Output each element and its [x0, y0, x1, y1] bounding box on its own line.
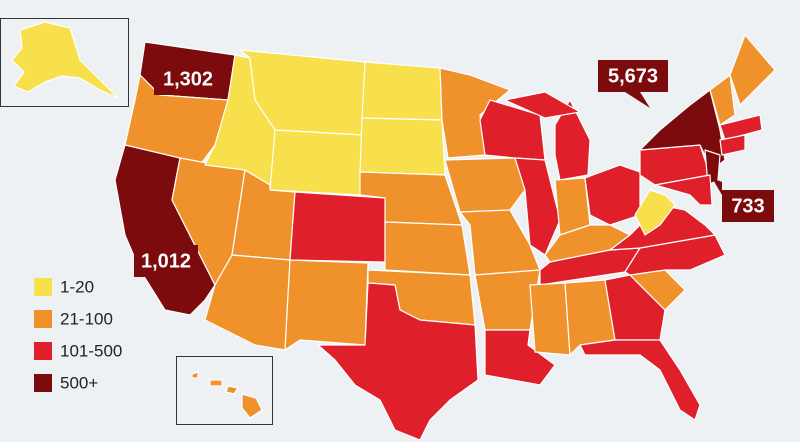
state	[654, 174, 713, 206]
legend-label: 500+	[60, 373, 98, 392]
state	[554, 99, 591, 181]
legend-label: 101-500	[60, 341, 122, 360]
callout-label: 1,302	[163, 68, 213, 90]
callout-box	[154, 63, 222, 95]
hawaii	[191, 371, 263, 419]
state	[529, 282, 571, 356]
states	[114, 34, 776, 441]
callout-label: 5,673	[608, 65, 658, 87]
state	[241, 393, 263, 419]
callout-box	[134, 245, 198, 277]
state	[709, 74, 736, 126]
state	[579, 339, 701, 421]
state	[729, 34, 776, 106]
state	[584, 164, 641, 226]
state	[719, 114, 763, 141]
state	[11, 21, 119, 99]
state	[444, 157, 526, 213]
legend-label: 1-20	[60, 277, 94, 296]
state	[269, 129, 363, 196]
callout-label: 733	[731, 195, 764, 217]
callout-label: 1,012	[141, 250, 191, 272]
state	[504, 91, 581, 119]
callouts: 1,302 1,012 5,673 733	[134, 60, 774, 277]
state	[289, 191, 386, 263]
state	[634, 189, 676, 236]
hawaii-inset	[176, 356, 273, 425]
callout-box	[722, 190, 774, 222]
alaska-inset	[0, 18, 129, 107]
state	[604, 274, 666, 341]
legend-label: 21-100	[60, 309, 113, 328]
callout-pointer	[625, 92, 650, 108]
state	[609, 204, 716, 251]
callout-box	[598, 60, 668, 92]
state	[361, 61, 443, 121]
state	[639, 89, 726, 171]
state	[359, 117, 446, 176]
legend-swatch	[34, 342, 52, 360]
callout-pointer	[712, 178, 722, 195]
legend: 1-20 21-100 101-500 500+	[34, 277, 122, 392]
state	[719, 134, 746, 156]
state	[284, 259, 369, 351]
state	[317, 282, 479, 441]
state	[384, 221, 471, 276]
state	[225, 385, 239, 395]
legend-swatch	[34, 278, 52, 296]
state	[209, 379, 223, 387]
state	[474, 269, 541, 331]
legend-swatch	[34, 374, 52, 392]
state	[484, 329, 556, 386]
legend-swatch	[34, 310, 52, 328]
state	[191, 371, 199, 379]
